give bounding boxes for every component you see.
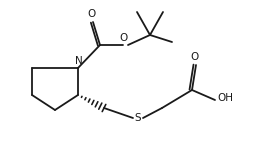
Text: O: O (120, 33, 128, 43)
Text: S: S (135, 113, 141, 123)
Text: O: O (191, 52, 199, 62)
Text: N: N (75, 56, 83, 66)
Text: OH: OH (217, 93, 233, 103)
Text: O: O (88, 9, 96, 19)
